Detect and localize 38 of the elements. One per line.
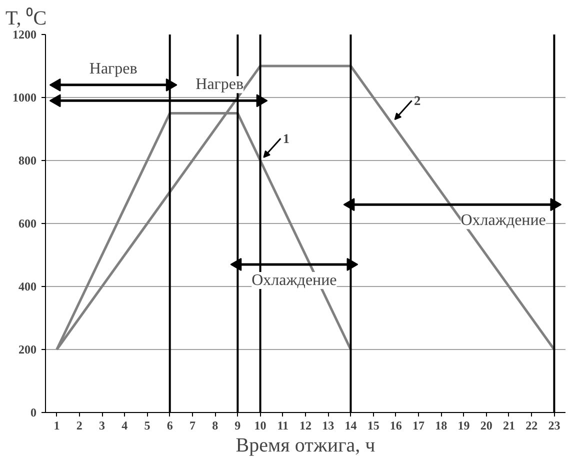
x-tick-label: 21 (502, 418, 515, 432)
x-tick-label: 3 (99, 418, 106, 432)
x-tick-label: 13 (322, 418, 334, 432)
y-tick-label: 1000 (12, 90, 36, 104)
x-tick-label: 14 (344, 418, 357, 432)
annotation: Нагрев (89, 60, 138, 78)
x-tick-label: 20 (480, 418, 492, 432)
x-tick-label: 1 (54, 418, 60, 432)
x-tick-label: 2 (76, 418, 82, 432)
annotation: Охлаждение (252, 272, 337, 289)
x-tick-label: 22 (526, 418, 538, 432)
y-tick-label: 1200 (12, 28, 36, 42)
x-tick-label: 7 (189, 418, 196, 432)
y-tick-label: 200 (18, 342, 36, 356)
y-tick-label: 400 (18, 280, 36, 294)
annotation: Охлаждение (460, 212, 546, 230)
x-tick-label: 19 (458, 418, 470, 432)
x-tick-label: 23 (548, 418, 560, 432)
x-tick-label: 18 (435, 418, 448, 432)
x-tick-label: 5 (144, 418, 150, 432)
x-tick-label: 15 (367, 418, 380, 432)
text: 1 (282, 130, 290, 146)
y-tick-label: 600 (18, 216, 36, 230)
x-tick-label: 10 (254, 418, 266, 432)
y-tick-label: 800 (18, 154, 36, 168)
x-tick-label: 12 (300, 418, 312, 432)
x-axis-title: Время отжига, ч (236, 434, 376, 456)
x-tick-label: 4 (122, 418, 128, 432)
x-tick-label: 6 (166, 418, 173, 432)
annotation: Нагрев (196, 76, 244, 94)
x-tick-label: 16 (390, 418, 402, 432)
x-tick-label: 9 (234, 418, 241, 432)
y-axis-title: T, ⁰C (6, 6, 47, 30)
x-tick-label: 17 (412, 418, 425, 432)
x-tick-label: 11 (277, 418, 289, 432)
x-tick-label: 8 (212, 418, 218, 432)
y-tick-label: 0 (30, 406, 36, 420)
text: 2 (414, 93, 422, 108)
